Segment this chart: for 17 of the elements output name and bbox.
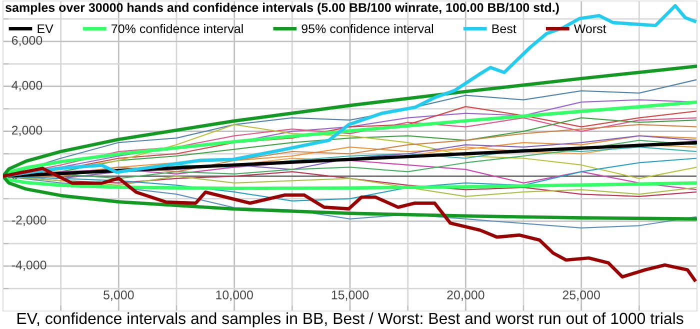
legend-label: 95% confidence interval bbox=[302, 24, 434, 34]
y-tick-label: -2,000 bbox=[12, 216, 46, 226]
x-tick-label: 15,000 bbox=[332, 290, 369, 301]
chart-title: samples over 30000 hands and confidence intervals (5.00 BB/100 winrate, 100.00 BB/100 std.) bbox=[6, 2, 559, 14]
y-tick-label: 2,000 bbox=[12, 126, 42, 136]
y-tick-label: 6,000 bbox=[12, 36, 42, 46]
x-tick-label: 10,000 bbox=[216, 290, 253, 301]
x-tick-label: 5,000 bbox=[104, 290, 134, 301]
y-tick-label: 4,000 bbox=[12, 80, 42, 92]
legend-label: Best bbox=[492, 24, 516, 34]
x-tick-label: 25,000 bbox=[562, 290, 600, 301]
legend-label: Worst bbox=[574, 24, 606, 34]
x-axis-title: EV, confidence intervals and samples in BB, Best / Worst: Best and worst run out of 1000 trials bbox=[18, 312, 684, 328]
legend-label: EV bbox=[38, 24, 54, 34]
legend-label: 70% confidence interval bbox=[112, 24, 243, 34]
x-tick-label: 20,000 bbox=[447, 290, 484, 301]
y-tick-label: -4,000 bbox=[12, 260, 46, 271]
